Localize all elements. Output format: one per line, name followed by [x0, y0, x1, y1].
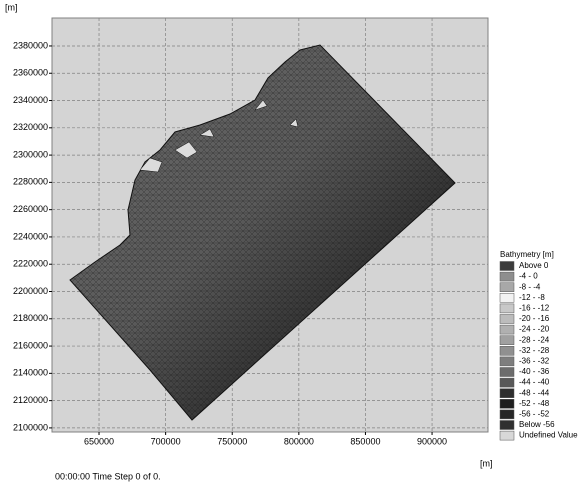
- chart: [m] [m] 00:00:00 Time Step 0 of 0. Bathy…: [0, 0, 579, 483]
- y-tick-label: 2320000: [13, 122, 48, 132]
- legend-label: Above 0: [519, 261, 549, 270]
- legend-swatch: [500, 304, 514, 313]
- legend-label: -28 - -24: [519, 335, 550, 344]
- legend-swatch: [500, 378, 514, 387]
- legend-label: -20 - -16: [519, 314, 550, 323]
- x-tick-label: 900000: [417, 436, 447, 446]
- y-tick-label: 2280000: [13, 177, 48, 187]
- x-axis-label: [m]: [480, 458, 493, 468]
- y-axis-label: [m]: [5, 2, 18, 12]
- y-tick-label: 2100000: [13, 422, 48, 432]
- legend-label: -8 - -4: [519, 282, 541, 291]
- legend-swatch: [500, 389, 514, 398]
- legend-swatch: [500, 272, 514, 281]
- y-tick-label: 2180000: [13, 313, 48, 323]
- y-tick-label: 2360000: [13, 68, 48, 78]
- legend-swatch: [500, 399, 514, 408]
- y-tick-label: 2120000: [13, 395, 48, 405]
- legend-label: -44 - -40: [519, 378, 550, 387]
- legend-swatch: [500, 346, 514, 355]
- legend-swatch: [500, 431, 514, 440]
- y-tick-label: 2140000: [13, 368, 48, 378]
- legend-label: -52 - -48: [519, 399, 550, 408]
- legend-swatch: [500, 283, 514, 292]
- legend-swatch: [500, 368, 514, 377]
- x-tick-label: 850000: [350, 436, 380, 446]
- y-tick-label: 2240000: [13, 231, 48, 241]
- legend-swatch: [500, 262, 514, 271]
- legend-label: -36 - -32: [519, 357, 550, 366]
- y-tick-label: 2220000: [13, 259, 48, 269]
- legend-label: -40 - -36: [519, 367, 550, 376]
- legend-swatch: [500, 421, 514, 430]
- legend-label: -56 - -52: [519, 410, 550, 419]
- x-tick-label: 800000: [284, 436, 314, 446]
- legend-label: -16 - -12: [519, 304, 550, 313]
- legend-swatch: [500, 325, 514, 334]
- x-tick-label: 650000: [84, 436, 114, 446]
- y-tick-label: 2340000: [13, 95, 48, 105]
- legend-swatch: [500, 410, 514, 419]
- legend-label: -4 - 0: [519, 272, 538, 281]
- legend-label: Below -56: [519, 420, 555, 429]
- legend-label: -32 - -28: [519, 346, 550, 355]
- y-tick-label: 2380000: [13, 40, 48, 50]
- legend-swatch: [500, 357, 514, 366]
- x-tick-label: 700000: [151, 436, 181, 446]
- y-tick-label: 2160000: [13, 340, 48, 350]
- y-tick-label: 2200000: [13, 286, 48, 296]
- legend-swatch: [500, 315, 514, 324]
- y-tick-label: 2300000: [13, 149, 48, 159]
- legend-label: -12 - -8: [519, 293, 545, 302]
- legend-label: -24 - -20: [519, 325, 550, 334]
- legend-label: Undefined Value: [519, 431, 578, 440]
- y-tick-label: 2260000: [13, 204, 48, 214]
- legend-swatch: [500, 336, 514, 345]
- x-tick-label: 750000: [217, 436, 247, 446]
- footer: 00:00:00 Time Step 0 of 0.: [55, 471, 161, 481]
- legend-title: Bathymetry [m]: [500, 250, 554, 259]
- legend-label: -48 - -44: [519, 388, 550, 397]
- legend-swatch: [500, 293, 514, 302]
